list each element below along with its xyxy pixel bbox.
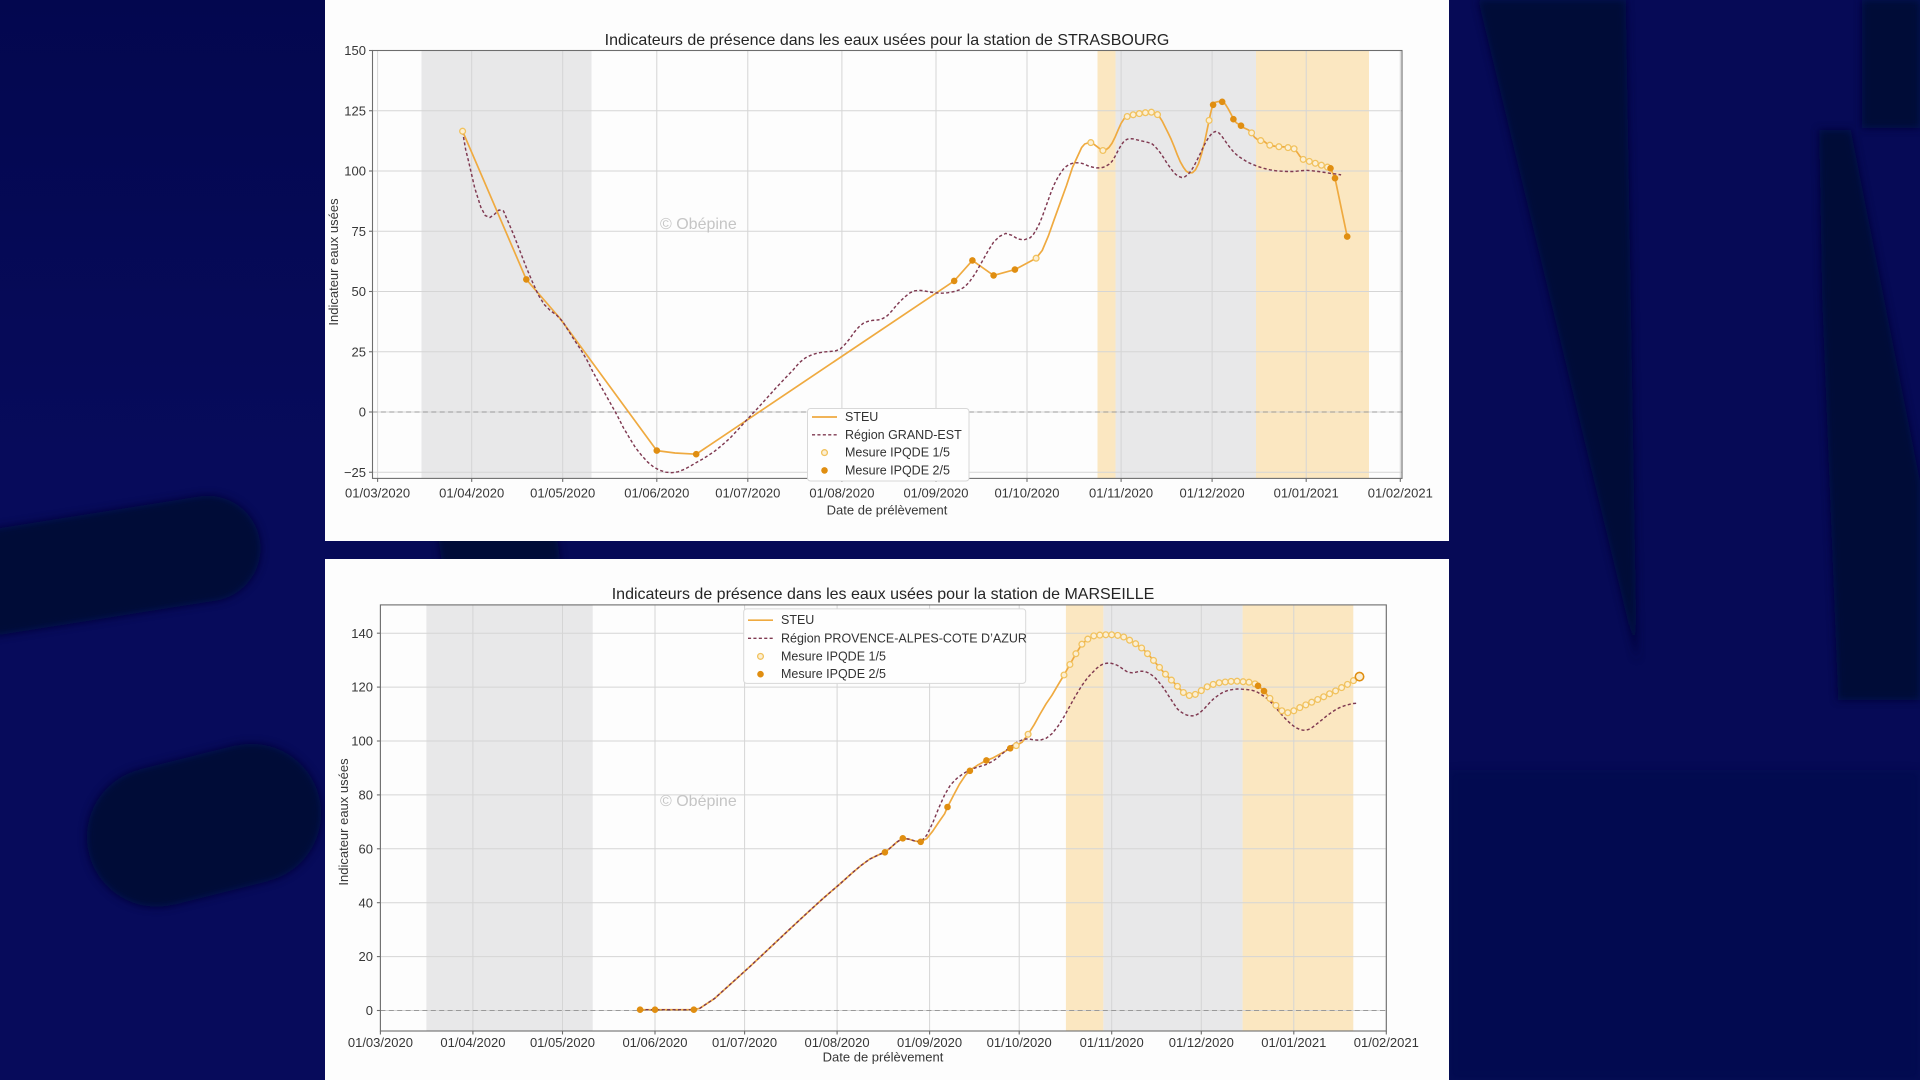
svg-text:125: 125 [344, 103, 366, 118]
svg-text:01/08/2020: 01/08/2020 [809, 486, 874, 501]
svg-text:01/01/2021: 01/01/2021 [1274, 486, 1339, 501]
svg-text:01/10/2020: 01/10/2020 [987, 1035, 1052, 1050]
svg-text:Mesure IPQDE 1/5: Mesure IPQDE 1/5 [845, 446, 950, 460]
svg-text:01/12/2020: 01/12/2020 [1180, 486, 1245, 501]
svg-text:01/04/2020: 01/04/2020 [439, 486, 504, 501]
svg-text:100: 100 [344, 164, 366, 179]
svg-text:01/03/2020: 01/03/2020 [345, 486, 410, 501]
svg-text:Mesure IPQDE 2/5: Mesure IPQDE 2/5 [845, 463, 950, 477]
svg-text:Mesure IPQDE 2/5: Mesure IPQDE 2/5 [781, 667, 886, 681]
svg-text:01/05/2020: 01/05/2020 [530, 486, 595, 501]
svg-text:01/02/2021: 01/02/2021 [1354, 1035, 1419, 1050]
svg-text:01/11/2020: 01/11/2020 [1089, 486, 1153, 501]
svg-text:01/12/2020: 01/12/2020 [1169, 1035, 1234, 1050]
svg-text:120: 120 [351, 680, 373, 695]
svg-text:Mesure IPQDE 1/5: Mesure IPQDE 1/5 [781, 649, 886, 663]
svg-text:80: 80 [359, 788, 373, 803]
svg-text:01/09/2020: 01/09/2020 [903, 486, 968, 501]
svg-text:25: 25 [352, 344, 366, 359]
svg-text:Indicateur eaux usées: Indicateur eaux usées [336, 758, 351, 886]
svg-text:01/09/2020: 01/09/2020 [897, 1035, 962, 1050]
svg-text:Indicateur eaux usées: Indicateur eaux usées [326, 198, 341, 326]
svg-text:STEU: STEU [845, 410, 878, 424]
svg-text:Indicateurs de présence dans l: Indicateurs de présence dans les eaux us… [605, 32, 1170, 49]
svg-text:01/05/2020: 01/05/2020 [530, 1035, 595, 1050]
svg-text:01/07/2020: 01/07/2020 [715, 486, 780, 501]
svg-text:© Obépine: © Obépine [660, 793, 737, 810]
svg-text:140: 140 [351, 626, 373, 641]
svg-text:01/06/2020: 01/06/2020 [622, 1035, 687, 1050]
svg-text:40: 40 [359, 895, 373, 910]
svg-text:−25: −25 [344, 465, 366, 480]
svg-text:STEU: STEU [781, 613, 814, 627]
svg-text:20: 20 [359, 949, 373, 964]
svg-text:0: 0 [366, 1003, 373, 1018]
svg-text:© Obépine: © Obépine [660, 216, 737, 233]
svg-text:01/01/2021: 01/01/2021 [1261, 1035, 1326, 1050]
svg-text:01/03/2020: 01/03/2020 [348, 1035, 413, 1050]
svg-text:01/06/2020: 01/06/2020 [624, 486, 689, 501]
svg-text:100: 100 [351, 734, 373, 749]
svg-text:60: 60 [359, 841, 373, 856]
svg-text:Région PROVENCE-ALPES-COTE D’A: Région PROVENCE-ALPES-COTE D’AZUR [781, 631, 1027, 645]
svg-text:50: 50 [352, 284, 366, 299]
svg-text:Indicateurs de présence dans l: Indicateurs de présence dans les eaux us… [612, 586, 1155, 603]
svg-text:Date de prélèvement: Date de prélèvement [827, 503, 948, 518]
svg-text:Date de prélèvement: Date de prélèvement [823, 1050, 944, 1065]
svg-text:01/10/2020: 01/10/2020 [994, 486, 1059, 501]
svg-text:Région GRAND-EST: Région GRAND-EST [845, 428, 962, 442]
svg-text:150: 150 [344, 43, 366, 58]
svg-text:0: 0 [359, 405, 366, 420]
svg-text:01/04/2020: 01/04/2020 [440, 1035, 505, 1050]
svg-text:75: 75 [352, 224, 366, 239]
svg-text:01/08/2020: 01/08/2020 [805, 1035, 870, 1050]
svg-text:01/11/2020: 01/11/2020 [1080, 1035, 1144, 1050]
svg-text:01/02/2021: 01/02/2021 [1368, 486, 1433, 501]
svg-text:01/07/2020: 01/07/2020 [712, 1035, 777, 1050]
